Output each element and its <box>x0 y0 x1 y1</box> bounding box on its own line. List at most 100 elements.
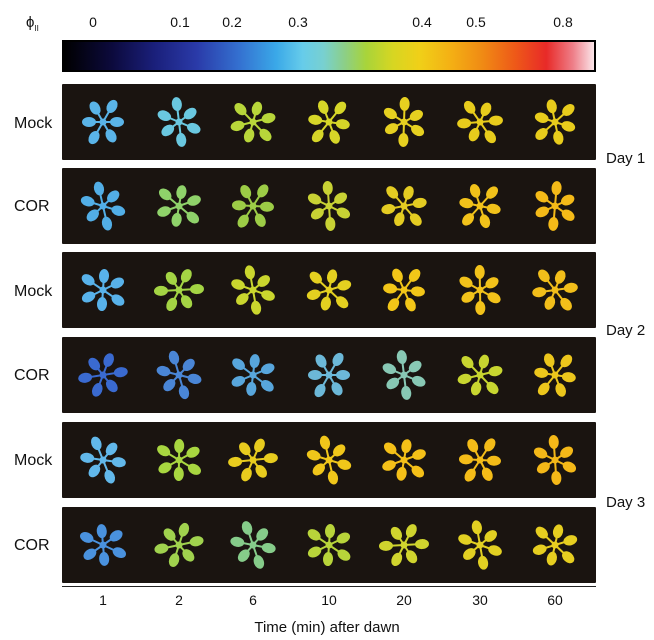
plant-rosette <box>307 524 351 567</box>
leaf <box>383 283 398 294</box>
leaf <box>166 297 178 311</box>
leaf <box>337 459 352 470</box>
leaf <box>405 297 416 312</box>
leaf <box>487 292 501 304</box>
day-label: Day 2 <box>606 322 646 339</box>
rosette-center <box>551 118 559 126</box>
leaf <box>561 209 575 221</box>
phi-ii-colorbar <box>62 40 596 72</box>
leaf <box>325 216 336 231</box>
leaf <box>91 383 103 397</box>
leaf <box>97 297 108 312</box>
leaf <box>401 385 412 400</box>
x-axis-line <box>62 586 596 587</box>
leaf <box>401 439 412 454</box>
plant-image-strip <box>62 337 596 413</box>
plant-rosette <box>378 524 429 566</box>
leaf <box>546 99 557 114</box>
leaf <box>90 436 102 451</box>
leaf <box>478 354 490 369</box>
leaf <box>104 469 116 484</box>
rosette-center <box>476 202 484 210</box>
leaf <box>88 464 101 478</box>
plant-strip-svg <box>81 265 578 316</box>
leaf <box>560 297 572 311</box>
rosette-center <box>551 456 559 464</box>
leaf <box>323 552 334 567</box>
leaf <box>336 532 351 544</box>
leaf <box>187 373 202 385</box>
leaf <box>486 186 499 199</box>
leaf <box>461 291 475 303</box>
leaf <box>320 296 331 311</box>
rosette-center <box>325 541 333 549</box>
row-label-mock: Mock <box>14 115 53 132</box>
leaf <box>475 301 486 316</box>
plant-rosette <box>157 185 201 227</box>
leaf <box>112 547 126 559</box>
leaf <box>484 438 496 452</box>
leaf <box>470 381 482 396</box>
leaf <box>86 209 99 222</box>
rosette-center <box>175 118 183 126</box>
leaf <box>488 545 502 556</box>
plant-rosette <box>157 438 201 481</box>
rosette-center <box>175 286 183 294</box>
leaf <box>314 384 326 398</box>
phi-subscript: II <box>34 24 39 33</box>
leaf <box>403 186 414 200</box>
leaf <box>309 271 322 284</box>
leaf <box>471 520 482 535</box>
leaf <box>80 196 95 207</box>
leaf <box>187 122 201 134</box>
leaf <box>111 205 126 216</box>
leaf <box>156 365 171 377</box>
rosette-center <box>99 541 107 549</box>
rosette-center <box>551 541 559 549</box>
leaf <box>263 453 278 464</box>
leaf <box>336 296 349 309</box>
leaf <box>107 190 120 203</box>
leaf <box>180 295 193 309</box>
leaf <box>241 521 253 535</box>
plant-strip-svg <box>80 434 577 485</box>
plant-rosette <box>308 352 350 398</box>
leaf <box>259 128 272 142</box>
rosette-center <box>400 118 408 126</box>
leaf <box>88 131 100 145</box>
leaf <box>327 470 339 485</box>
leaf <box>408 269 421 282</box>
plant-rosette <box>156 350 202 400</box>
leaf <box>457 373 472 385</box>
colorbar-tick: 0.4 <box>412 14 432 30</box>
rosette-center <box>325 371 333 379</box>
plant-image-strip <box>62 252 596 328</box>
leaf <box>332 352 344 366</box>
leaf <box>93 181 105 196</box>
leaf <box>408 360 422 373</box>
leaf <box>405 524 417 538</box>
leaf <box>234 103 247 116</box>
x-tick-label: 30 <box>472 592 488 608</box>
rosette-center <box>476 286 484 294</box>
leaf <box>251 300 262 315</box>
leaf <box>479 214 491 229</box>
plant-rosette <box>231 354 275 396</box>
leaf <box>157 110 172 122</box>
leaf <box>326 269 338 284</box>
leaf <box>335 119 350 130</box>
leaf <box>158 188 172 201</box>
leaf <box>165 271 178 285</box>
plant-rosette <box>82 99 124 145</box>
leaf <box>103 353 114 367</box>
leaf <box>391 552 403 566</box>
leaf <box>186 446 200 458</box>
leaf <box>461 356 474 369</box>
rosette-center <box>476 118 484 126</box>
leaf <box>163 528 176 541</box>
row-label-cor: COR <box>14 198 50 215</box>
leaf <box>80 532 94 543</box>
leaf <box>322 180 333 195</box>
leaf <box>412 197 427 209</box>
leaf <box>230 536 245 547</box>
